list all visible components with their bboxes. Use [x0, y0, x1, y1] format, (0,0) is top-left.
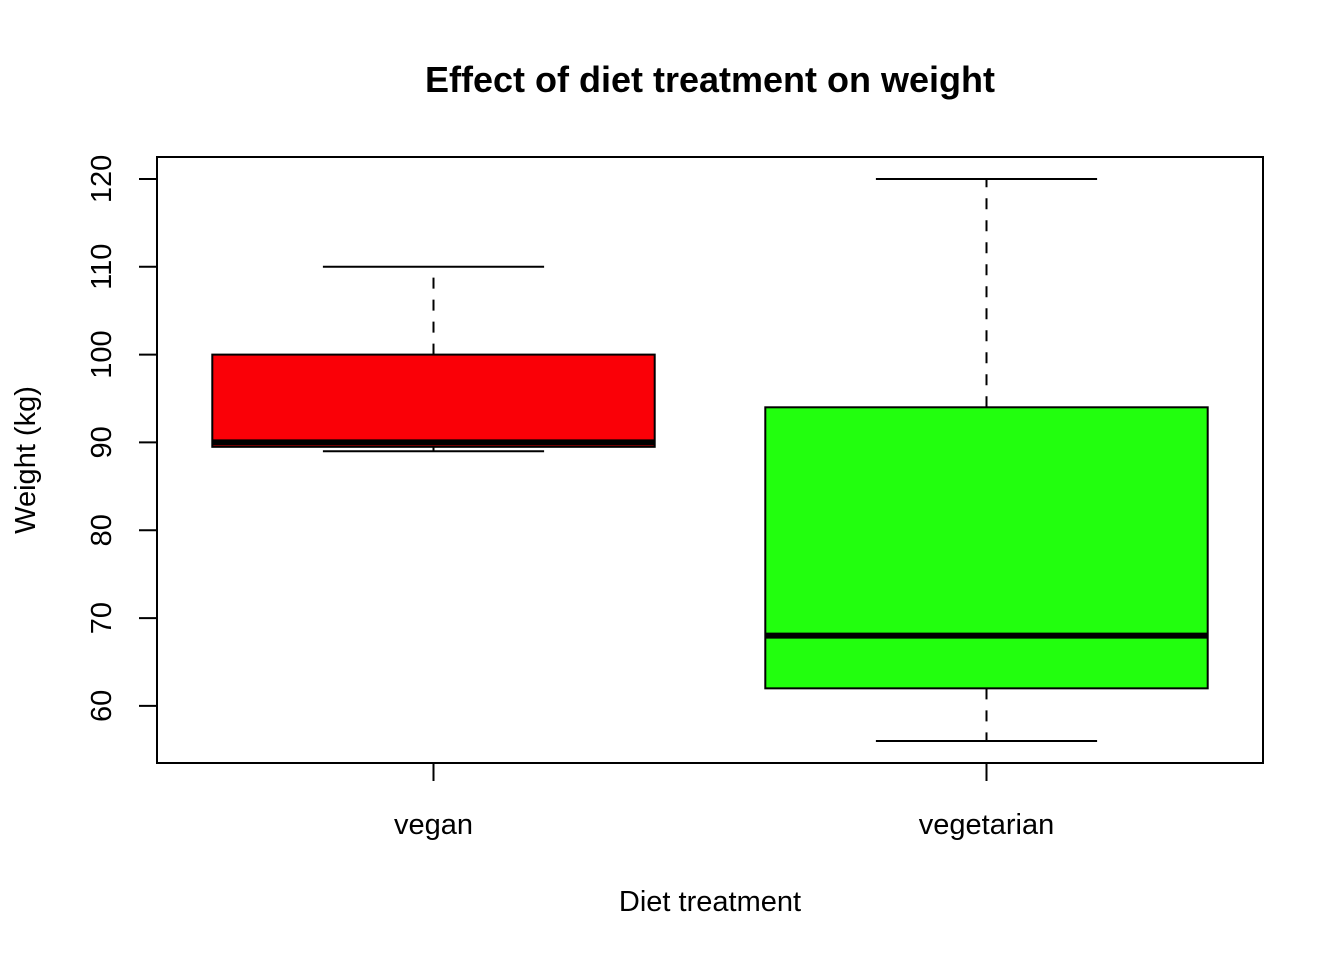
box-iqr: [764, 406, 1209, 690]
y-tick-label: 120: [86, 155, 118, 203]
chart-title: Effect of diet treatment on weight: [425, 59, 995, 100]
box-vegetarian: [764, 177, 1209, 743]
x-tick-label: vegetarian: [919, 809, 1054, 841]
box-vegan: [211, 265, 656, 453]
y-axis: 60 70 80 90 100 110 120: [86, 155, 158, 722]
y-tick-label: 110: [86, 244, 118, 290]
x-axis: vegan vegetarian: [394, 763, 1054, 841]
y-tick-label: 90: [86, 426, 118, 458]
y-tick-label: 80: [86, 514, 118, 546]
box-series: [211, 177, 1209, 743]
y-tick-label: 70: [86, 602, 118, 634]
x-axis-label: Diet treatment: [619, 886, 801, 918]
box-iqr: [211, 353, 656, 448]
y-tick-label: 100: [86, 330, 118, 378]
y-tick-label: 60: [86, 690, 118, 722]
x-tick-label: vegan: [394, 809, 473, 841]
y-axis-label: Weight (kg): [10, 386, 42, 534]
